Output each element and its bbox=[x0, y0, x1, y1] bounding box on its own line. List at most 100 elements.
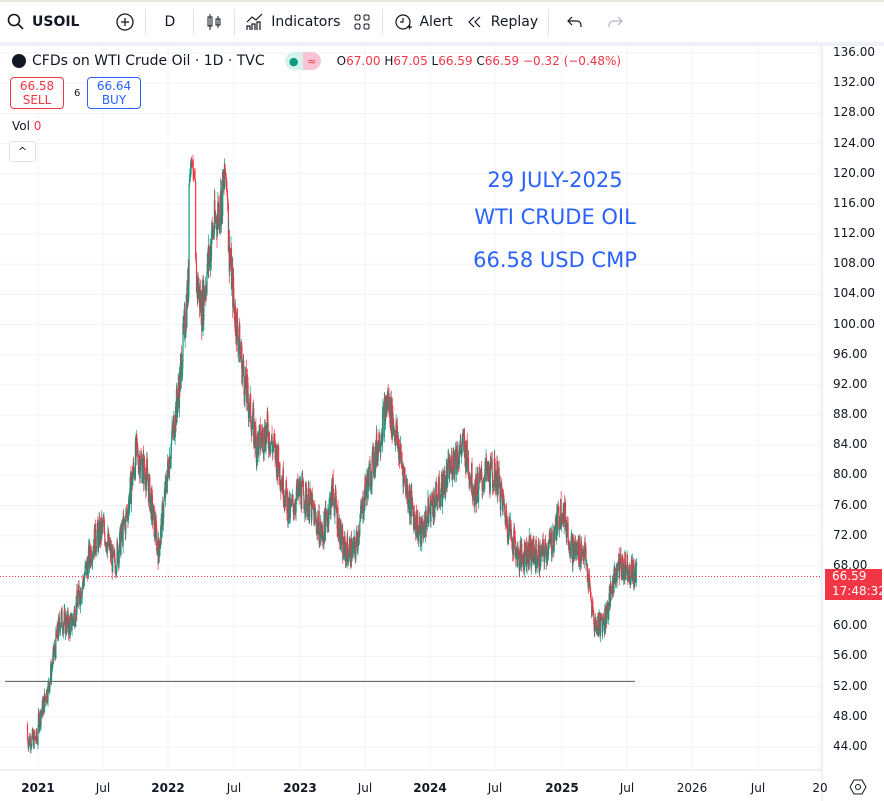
indicators-button[interactable]: Indicators bbox=[239, 7, 346, 37]
candle-body bbox=[126, 509, 129, 517]
candle-body bbox=[614, 567, 616, 577]
candle-body bbox=[267, 411, 269, 423]
candle-body bbox=[157, 537, 160, 564]
candle-body bbox=[570, 536, 572, 558]
candle-body bbox=[33, 731, 35, 748]
candle-body bbox=[95, 548, 97, 552]
candle-body bbox=[574, 541, 577, 555]
candle-body bbox=[52, 654, 54, 667]
market-status[interactable]: ● ≈ bbox=[284, 52, 321, 70]
candle-body bbox=[514, 537, 516, 550]
candle-body bbox=[284, 497, 286, 504]
candle-body bbox=[449, 462, 451, 474]
candle-body bbox=[312, 501, 314, 509]
candle-body bbox=[250, 394, 252, 424]
candle-body bbox=[114, 553, 116, 564]
symbol-title: CFDs on WTI Crude Oil · 1D · TVC bbox=[32, 53, 265, 69]
redo-button[interactable] bbox=[599, 7, 631, 37]
candle-body bbox=[225, 173, 227, 179]
candle-body bbox=[546, 555, 549, 559]
sell-button[interactable]: 66.58 SELL bbox=[10, 77, 64, 109]
candle-body bbox=[371, 448, 374, 457]
candle-body bbox=[80, 599, 82, 603]
buy-button[interactable]: 66.64 BUY bbox=[87, 77, 141, 109]
candle-body bbox=[536, 554, 538, 567]
candle-body bbox=[273, 436, 275, 441]
candle-body bbox=[451, 455, 453, 480]
candle-body bbox=[230, 248, 233, 290]
candle-body bbox=[452, 473, 454, 479]
candle-body bbox=[602, 617, 604, 619]
candle-body bbox=[591, 602, 594, 606]
price-chart[interactable] bbox=[0, 46, 884, 801]
candle-body bbox=[627, 571, 629, 575]
candle-body bbox=[309, 500, 311, 518]
candle-body bbox=[612, 578, 614, 592]
candle-body bbox=[236, 312, 238, 343]
undo-button[interactable] bbox=[559, 7, 591, 37]
candle-body bbox=[37, 712, 40, 730]
candle-body bbox=[436, 502, 439, 509]
templates-button[interactable] bbox=[346, 7, 378, 37]
settings-icon[interactable] bbox=[849, 778, 867, 796]
candle-body bbox=[53, 652, 55, 658]
candle-body bbox=[381, 414, 384, 444]
candle-body bbox=[241, 366, 243, 384]
candle-body bbox=[155, 520, 157, 529]
alert-button[interactable]: Alert bbox=[387, 7, 458, 37]
candle-body bbox=[216, 216, 219, 236]
candle-body bbox=[465, 463, 467, 472]
candle-body bbox=[431, 493, 433, 503]
candle-body bbox=[550, 532, 553, 555]
candle-body bbox=[242, 365, 244, 367]
candle-body bbox=[518, 550, 520, 552]
candle-body bbox=[279, 483, 281, 486]
candle-body bbox=[224, 163, 226, 169]
candle-body bbox=[51, 666, 54, 668]
candle-body bbox=[101, 522, 103, 524]
candle-body bbox=[292, 505, 295, 516]
candle-body bbox=[243, 360, 245, 377]
candle-body bbox=[402, 468, 404, 470]
candle-body bbox=[251, 425, 253, 436]
collapse-legend-button[interactable]: ^ bbox=[9, 141, 36, 162]
candle-body bbox=[145, 475, 147, 492]
candle-body bbox=[152, 516, 154, 521]
time-tick: 20 bbox=[812, 781, 828, 795]
candle-body bbox=[467, 457, 470, 479]
candle-body bbox=[229, 255, 231, 260]
price-tick: 104.00 bbox=[833, 286, 875, 301]
candle-body bbox=[533, 537, 535, 544]
candle-body bbox=[358, 534, 360, 538]
time-tick: Jul bbox=[487, 781, 503, 795]
candle-body bbox=[382, 407, 384, 415]
price-tick: 96.00 bbox=[833, 346, 868, 361]
compare-button[interactable] bbox=[109, 7, 141, 37]
candle-body bbox=[295, 497, 297, 513]
candle-body bbox=[159, 542, 161, 548]
candle-body bbox=[215, 217, 218, 229]
candle-body bbox=[557, 506, 560, 508]
candle-body bbox=[47, 682, 49, 702]
candle-body bbox=[140, 456, 142, 458]
candle-body bbox=[177, 398, 179, 414]
candle-body bbox=[479, 470, 481, 479]
candle-body bbox=[372, 446, 374, 473]
replay-button[interactable]: Replay bbox=[459, 7, 544, 37]
candle-body bbox=[361, 502, 363, 513]
candle-body bbox=[503, 496, 505, 505]
candle-body bbox=[67, 611, 69, 629]
chart-type-button[interactable] bbox=[198, 7, 230, 37]
candle-body bbox=[380, 441, 382, 453]
candle-body bbox=[55, 631, 57, 659]
candle-body bbox=[226, 183, 228, 189]
interval-button[interactable]: D bbox=[164, 14, 176, 30]
price-tick: 120.00 bbox=[833, 165, 875, 180]
candle-body bbox=[161, 504, 163, 538]
price-tick: 76.00 bbox=[833, 497, 868, 512]
symbol-search[interactable]: USOIL bbox=[0, 7, 85, 37]
candle-body bbox=[253, 421, 256, 442]
candle-body bbox=[211, 222, 213, 245]
candle-body bbox=[314, 507, 316, 509]
candle-body bbox=[577, 542, 580, 561]
